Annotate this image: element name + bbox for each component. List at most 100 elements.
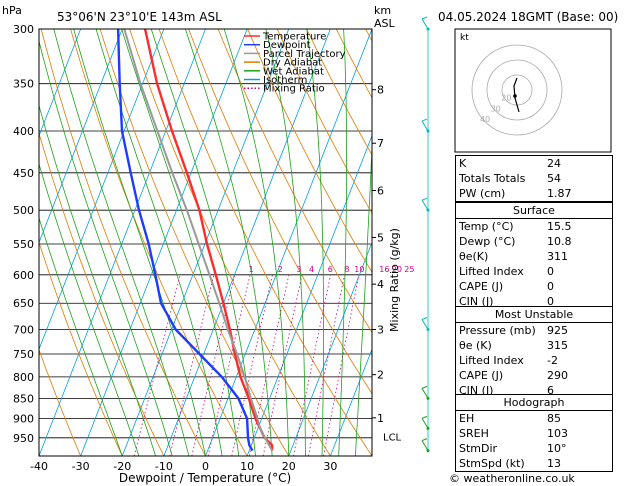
dry-adiabat-line [99, 29, 290, 456]
isotherm-line [163, 29, 331, 456]
hodograph-row: SREH 103 [459, 427, 568, 440]
hodograph-frame [454, 28, 612, 153]
wind-barb-station [426, 396, 430, 400]
km-tick-label: 6 [377, 184, 384, 197]
storm-motion-marker [513, 94, 517, 98]
wet-adiabat-line [39, 216, 123, 456]
surface-row: θe(K) 311 [459, 250, 568, 263]
mixing-ratio-line [262, 274, 303, 456]
lcl-label: LCL [383, 432, 402, 443]
pressure-tick-label: 850 [13, 392, 34, 405]
dry-adiabat-line [276, 29, 372, 214]
km-tick-label: 8 [377, 84, 384, 97]
dry-adiabat-line [158, 29, 372, 456]
wind-barb-flag [421, 385, 428, 389]
km-tick-label: 4 [377, 278, 384, 291]
wet-adiabat-line [73, 29, 206, 456]
wet-adiabat-line [39, 39, 173, 456]
wind-barb-flag [421, 438, 428, 442]
pressure-tick-label: 700 [13, 324, 34, 337]
most-unstable-row: Pressure (mb) 925 [456, 322, 612, 338]
pressure-tick-label: 750 [13, 348, 34, 361]
mixing-ratio-line [308, 274, 345, 456]
wind-barb-flag [421, 16, 428, 20]
wind-barb [421, 418, 429, 429]
temperature-tick-label: 10 [240, 460, 254, 473]
hodograph-unit-label: kt [460, 33, 469, 43]
dry-adiabat-line [39, 348, 81, 456]
parcel-trajectory-profile [123, 29, 273, 452]
plot-frame [38, 28, 373, 457]
hodograph-ring [471, 44, 563, 136]
km-tick-label: 2 [377, 369, 384, 382]
wind-barb-station [426, 27, 430, 31]
temperature-tick-label: -10 [155, 460, 173, 473]
asl-label: ASL [374, 17, 396, 30]
mixing-ratio-label: 4 [309, 265, 314, 274]
most-unstable-table: Most Unstable Pressure (mb) 925 θe (K) 315… [455, 306, 613, 399]
legend-entry: Dewpoint [263, 40, 311, 51]
mixing-ratio-label: 16 [379, 265, 389, 274]
wet-adiabat-line [306, 29, 324, 456]
mixing-ratio-line [231, 274, 273, 456]
dry-adiabat-line [40, 29, 206, 456]
pressure-tick-label: 550 [13, 238, 34, 251]
dry-adiabat-line [39, 131, 165, 456]
pressure-tick-label: 350 [13, 78, 34, 91]
km-tick-label: 1 [377, 412, 384, 425]
pressure-tick-label: 500 [13, 204, 34, 217]
isotherm-line [288, 241, 372, 456]
surface-table: Surface Temp (°C) 15.5 Dewp (°C) 10.8 θe(K… [455, 202, 613, 310]
wind-barb [421, 18, 429, 30]
hodograph-table: Hodograph EH 85 SREH 103 StmDir 10° StmSpd … [455, 394, 613, 472]
mixing-ratio-label: 25 [404, 265, 414, 274]
dry-adiabat-line [70, 29, 248, 456]
isotherm-line [39, 29, 165, 351]
surface-row: Temp (°C) 15.5 [456, 218, 612, 234]
wet-adiabat-line [223, 29, 290, 456]
mixing-ratio-line [293, 274, 331, 456]
wind-barbs [421, 16, 430, 453]
legend-entry: Mixing Ratio [263, 84, 325, 95]
footer-credit: © weatheronline.co.uk [449, 472, 575, 485]
most-unstable-row: θe (K) 315 [459, 339, 568, 352]
legend-entry: Parcel Trajectory [263, 49, 346, 60]
mixing-ratio-label: 2 [278, 265, 283, 274]
wind-barb-flag [421, 197, 428, 201]
mixing-ratio-label: 8 [344, 265, 349, 274]
surface-row: CIN (J) 0 [459, 295, 554, 308]
temperature-tick-label: 0 [202, 460, 209, 473]
most-unstable-title: Most Unstable [494, 308, 574, 321]
mixing-ratio-label: 3 [296, 265, 301, 274]
background-lines [39, 29, 372, 456]
hodograph-ring-label: 40 [480, 115, 490, 124]
index-row-pw: PW (cm) 1.87 [459, 187, 572, 200]
wet-adiabat-line [53, 29, 190, 456]
location-title: 53°06'N 23°10'E 143m ASL [57, 10, 222, 24]
legend-entry: Dry Adiabat [263, 58, 322, 69]
km-tick-label: 3 [377, 324, 384, 337]
mixing-ratio-line [207, 274, 251, 456]
legend-entry: Isotherm [263, 75, 307, 86]
index-row-k: K 24 [459, 157, 561, 170]
isotherm-line [246, 134, 372, 456]
temperature-tick-label: -30 [72, 460, 90, 473]
indices-table: K 24 Totals Totals 54 PW (cm) 1.87 [455, 155, 613, 202]
pressure-tick-label: 450 [13, 167, 34, 180]
km-tick-label: 7 [377, 137, 384, 150]
wet-adiabat-line [95, 29, 223, 456]
most-unstable-row: CIN (J) 6 [459, 384, 554, 397]
pressure-tick-label: 950 [13, 432, 34, 445]
wet-adiabat-line [354, 136, 372, 456]
hpa-label: hPa [2, 4, 22, 17]
most-unstable-row: CAPE (J) 290 [459, 369, 568, 382]
legend-entry: Temperature [262, 32, 326, 43]
isotherm-line [39, 29, 206, 456]
mixing-ratio-line [323, 274, 360, 456]
mixing-ratio-label: 6 [328, 265, 333, 274]
wind-barb [421, 440, 429, 451]
dry-adiabat-line [217, 29, 372, 334]
wet-adiabat-line [265, 29, 306, 456]
